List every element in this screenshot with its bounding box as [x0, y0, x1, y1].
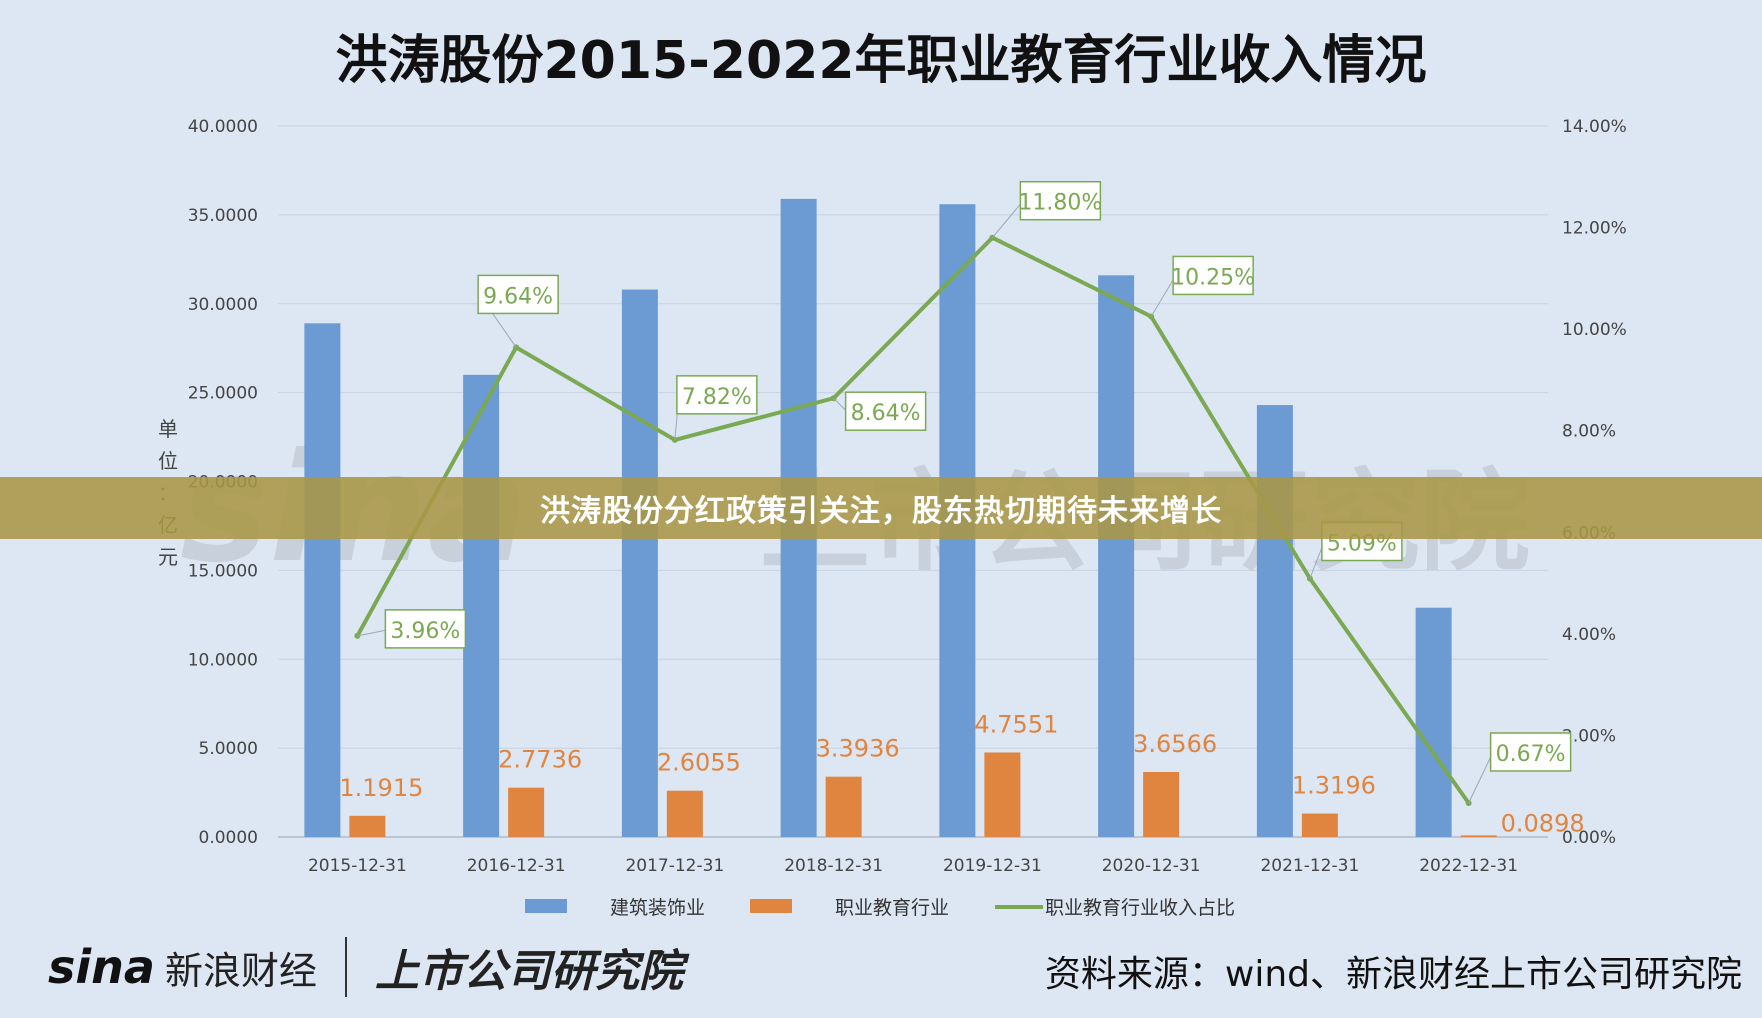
data-label-职业教育行业收入占比: 9.64% — [483, 284, 553, 309]
bar-职业教育行业 — [1301, 813, 1338, 837]
bar-职业教育行业 — [825, 776, 862, 837]
data-label-leader — [1150, 276, 1176, 317]
data-label-职业教育行业收入占比: 10.25% — [1171, 265, 1255, 290]
y-tick-label-left: 0.0000 — [199, 828, 258, 848]
y-tick-label-right: 4.00% — [1562, 625, 1616, 645]
data-label-box — [477, 274, 559, 315]
data-label-box — [1172, 255, 1254, 296]
y-tick-label-right: 2.00% — [1562, 726, 1616, 746]
institute-logo: 上市公司研究院 — [374, 946, 683, 997]
x-tick-label: 2015-12-31 — [308, 856, 407, 876]
bar-建筑装饰业 — [1415, 607, 1452, 837]
x-tick-label: 2021-12-31 — [1260, 856, 1359, 876]
x-tick-label: 2016-12-31 — [467, 856, 566, 876]
headline-text: 洪涛股份分红政策引关注，股东热切期待未来增长 — [540, 494, 1222, 529]
x-tick-label: 2017-12-31 — [625, 856, 724, 876]
y-tick-label-right: 8.00% — [1562, 422, 1616, 442]
data-label-leader — [357, 629, 388, 637]
data-label-职业教育行业: 1.1915 — [339, 774, 423, 802]
data-label-box — [676, 375, 758, 415]
legend-swatch — [750, 899, 792, 913]
y-tick-label-left: 25.0000 — [188, 384, 258, 404]
data-label-职业教育行业: 1.3196 — [1292, 772, 1376, 800]
y-axis-label-char: 元 — [158, 545, 178, 569]
data-label-职业教育行业: 2.6055 — [657, 749, 741, 777]
legend-label: 建筑装饰业 — [610, 897, 705, 919]
y-tick-label-left: 30.0000 — [188, 295, 258, 315]
headline-banner: 洪涛股份分红政策引关注，股东热切期待未来增长 — [0, 477, 1762, 539]
x-tick-label: 2022-12-31 — [1419, 856, 1518, 876]
data-label-职业教育行业收入占比: 7.82% — [682, 385, 752, 410]
sina-cn-name: 新浪财经 — [164, 948, 317, 993]
footer-logo: sina 新浪财经 上市公司研究院 — [48, 935, 683, 999]
data-label-职业教育行业: 4.7551 — [974, 710, 1058, 738]
data-label-职业教育行业: 3.6566 — [1133, 730, 1217, 758]
data-label-职业教育行业收入占比: 3.96% — [390, 619, 460, 644]
data-label-职业教育行业: 3.3936 — [816, 735, 900, 763]
sina-logo: sina — [48, 940, 155, 994]
bar-职业教育行业 — [984, 752, 1021, 837]
bars-layer — [304, 198, 1497, 837]
y-tick-label-left: 35.0000 — [188, 206, 258, 226]
data-label-职业教育行业收入占比: 8.64% — [851, 401, 921, 426]
x-tick-label: 2019-12-31 — [943, 856, 1042, 876]
y-tick-label-right: 0.00% — [1562, 828, 1616, 848]
y-tick-label-right: 10.00% — [1562, 320, 1627, 340]
logo-divider — [344, 937, 347, 997]
legend-label: 职业教育行业收入占比 — [1045, 897, 1235, 919]
bar-职业教育行业 — [349, 815, 386, 837]
legend: 建筑装饰业 职业教育行业 职业教育行业收入占比 — [525, 897, 1235, 919]
bar-职业教育行业 — [508, 787, 545, 837]
bar-建筑装饰业 — [621, 289, 658, 837]
y-tick-label-left: 15.0000 — [188, 561, 258, 581]
y-tick-label-left: 40.0000 — [188, 117, 258, 137]
y-tick-label-right: 14.00% — [1562, 117, 1627, 137]
bar-建筑装饰业 — [463, 374, 500, 837]
data-label-职业教育行业: 0.0898 — [1501, 809, 1585, 837]
bar-建筑装饰业 — [304, 323, 341, 837]
data-labels-layer: 1.1915 2.7736 2.6055 3.3936 4.7551 3.6566 1.31… — [339, 180, 1585, 837]
y-tick-label-right: 12.00% — [1562, 219, 1627, 239]
y-axis-label-char: 单 — [158, 417, 178, 441]
data-label-box — [384, 609, 467, 649]
source-note: 资料来源：wind、新浪财经上市公司研究院 — [1044, 954, 1742, 995]
bar-职业教育行业 — [1460, 835, 1497, 837]
y-axis-label-char: 位 — [158, 449, 178, 473]
data-label-职业教育行业收入占比: 11.80% — [1018, 191, 1102, 216]
data-label-职业教育行业: 2.7736 — [498, 746, 582, 774]
x-tick-label: 2020-12-31 — [1102, 856, 1201, 876]
data-label-leader — [1468, 752, 1494, 804]
legend-swatch — [525, 899, 567, 913]
data-label-box — [1019, 180, 1102, 221]
data-label-box — [844, 391, 927, 431]
y-tick-label-left: 5.0000 — [199, 739, 258, 759]
x-axis: 2015-12-31 2016-12-31 2017-12-31 2018-12-31… — [278, 836, 1548, 876]
chart-title: 洪涛股份2015-2022年职业教育行业收入情况 — [335, 31, 1426, 91]
bar-建筑装饰业 — [1098, 275, 1135, 837]
y-tick-label-left: 10.0000 — [188, 650, 258, 670]
bar-职业教育行业 — [1143, 772, 1180, 837]
bar-职业教育行业 — [666, 790, 703, 837]
data-label-box — [1489, 732, 1572, 772]
data-label-职业教育行业收入占比: 0.67% — [1496, 742, 1566, 767]
legend-label: 职业教育行业 — [835, 897, 949, 919]
data-label-leader — [991, 201, 1023, 239]
x-tick-label: 2018-12-31 — [784, 856, 883, 876]
bar-建筑装饰业 — [1256, 405, 1293, 837]
